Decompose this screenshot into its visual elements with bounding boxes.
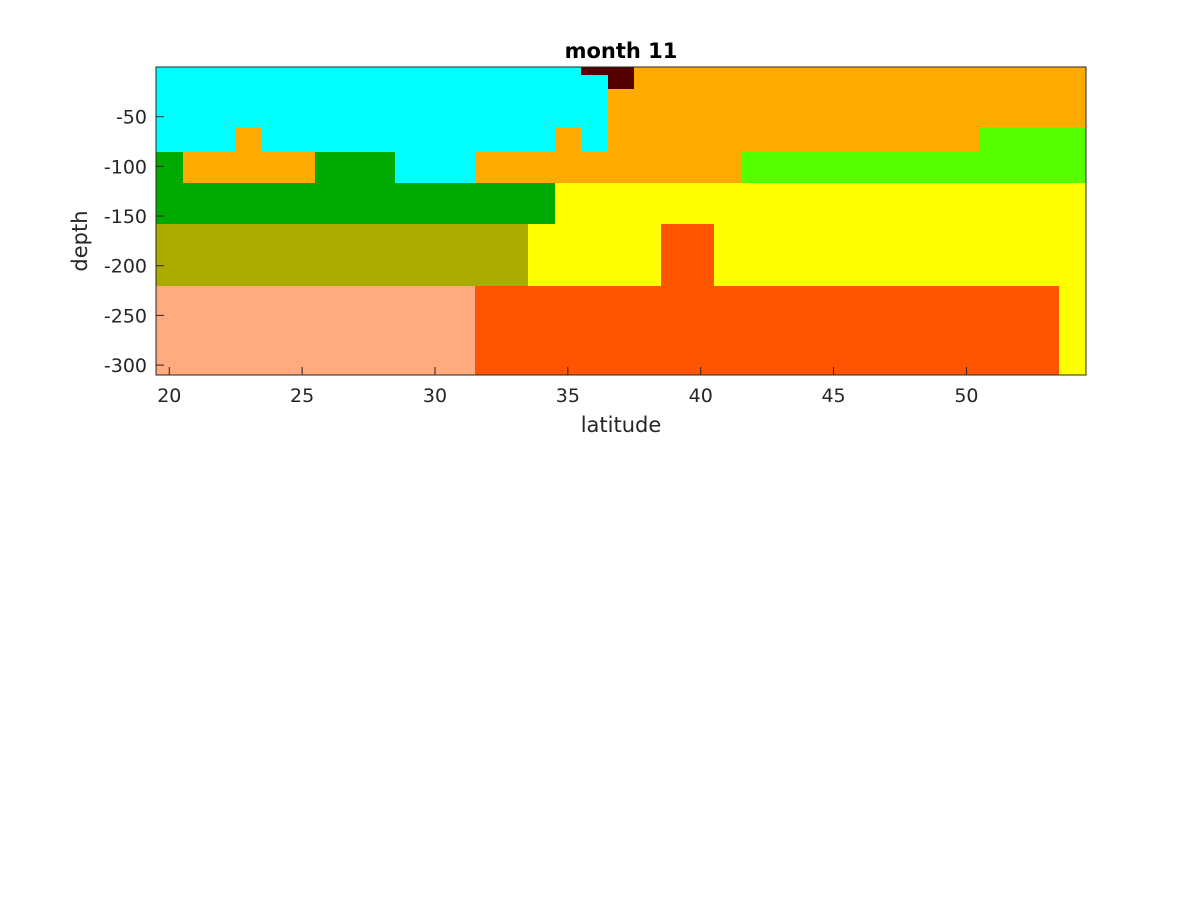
x-tick-label: 50 — [954, 385, 978, 407]
x-tick-label: 45 — [821, 385, 845, 407]
heatmap-region-green — [156, 152, 183, 183]
heatmap-region-orange — [236, 127, 262, 152]
heatmap-region-red_orange — [475, 286, 1059, 375]
y-tick-label: -200 — [104, 256, 147, 278]
heatmap-region-green — [315, 152, 395, 183]
x-tick-label: 25 — [290, 385, 314, 407]
y-tick-label: -150 — [104, 206, 147, 228]
y-tick-label: -50 — [116, 107, 147, 129]
heatmap-region-dark_red — [608, 75, 634, 89]
heatmap-cells — [156, 67, 1086, 375]
x-tick-label: 20 — [157, 385, 181, 407]
heatmap-region-orange — [555, 127, 581, 152]
x-tick-label: 30 — [423, 385, 447, 407]
heatmap-region-lime — [741, 152, 1086, 183]
y-axis-label: depth — [68, 210, 92, 271]
chart-title: month 11 — [565, 39, 678, 63]
heatmap-region-orange — [475, 152, 741, 183]
heatmap-region-dark_red — [581, 67, 634, 75]
x-axis-label: latitude — [581, 413, 662, 437]
heatmap-region-yellow — [528, 224, 1086, 286]
y-tick-label: -250 — [104, 305, 147, 327]
heatmap-region-green — [156, 183, 555, 224]
x-tick-label: 35 — [556, 385, 580, 407]
y-tick-label: -300 — [104, 355, 147, 377]
heatmap-region-cyan — [395, 152, 475, 183]
y-tick-label: -100 — [104, 156, 147, 178]
x-axis-ticks: 20 25 30 35 40 45 50 — [157, 367, 979, 407]
heatmap-region-cyan — [156, 67, 608, 152]
heatmap-region-yellow — [555, 183, 1086, 224]
heatmap-region-lime — [980, 127, 1086, 152]
heatmap-region-red_orange — [661, 224, 714, 286]
heatmap-region-orange — [183, 152, 315, 183]
x-tick-label: 40 — [689, 385, 713, 407]
y-axis-ticks: -300 -250 -200 -150 -100 -50 — [104, 107, 164, 377]
plot-frame — [155, 66, 1087, 376]
heatmap-region-olive — [156, 224, 528, 286]
heatmap-region-yellow — [1059, 286, 1086, 375]
heatmap-region-salmon — [156, 286, 475, 375]
